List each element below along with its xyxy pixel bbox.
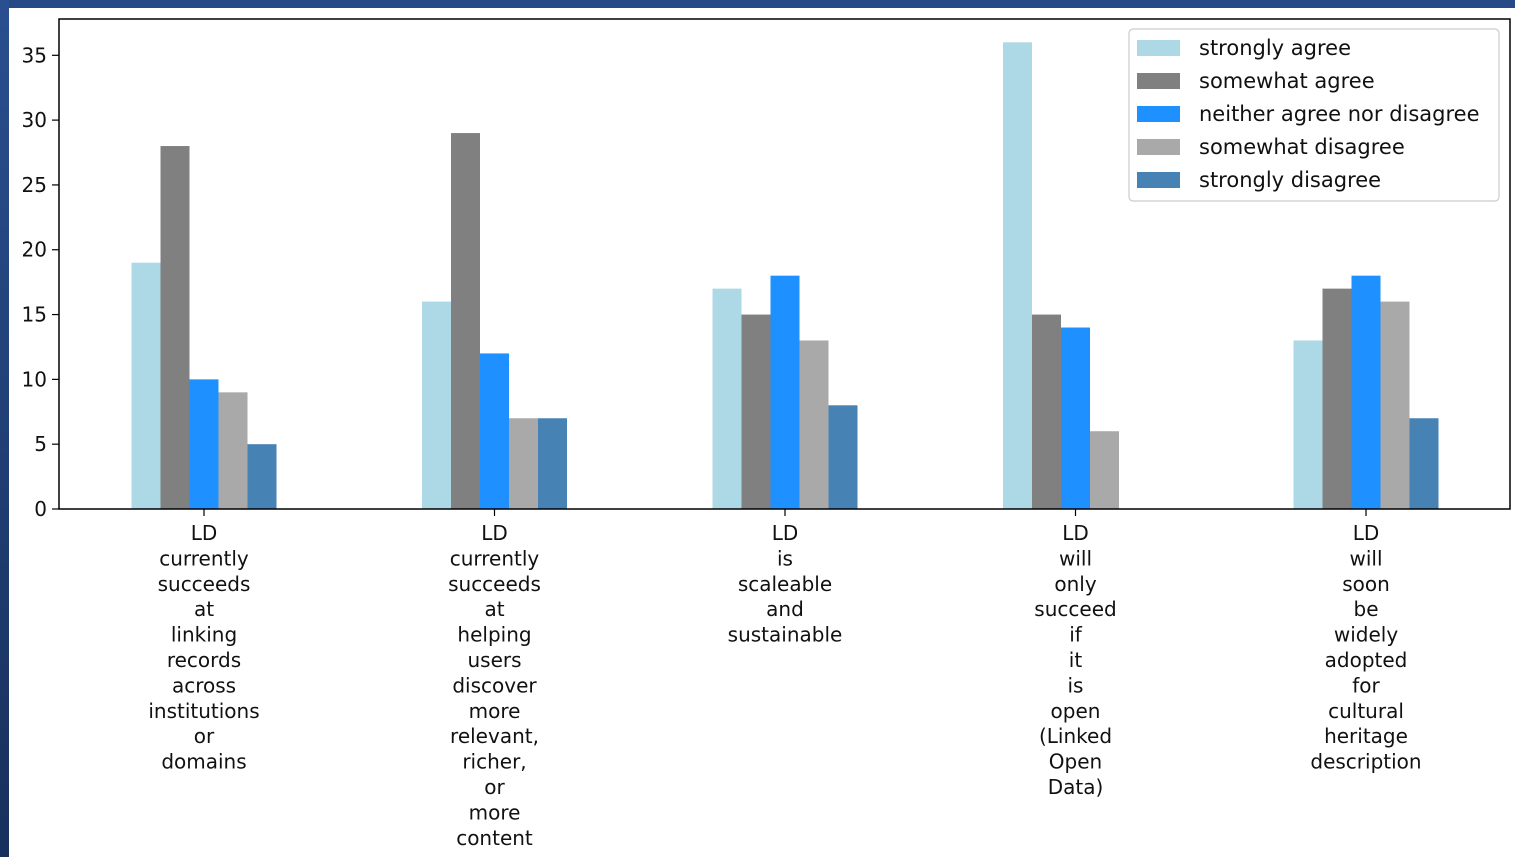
bar-3-somewhat-disagree [799,340,829,509]
bar-4-strongly-agree [1003,42,1032,509]
legend-swatch-neither-agree-nor-disagree [1137,106,1180,122]
bar-3-neither-agree-nor-disagree [770,275,800,509]
legend: strongly agree somewhat agree neither agre… [1128,28,1500,202]
bar-2-strongly-disagree [538,418,567,509]
x-category-label: LD will soon be widely adopted for cultural heri… [1310,521,1421,774]
legend-swatch-strongly-disagree [1137,172,1180,188]
bars-group [131,42,1439,510]
bar-5-somewhat-agree [1322,288,1352,509]
legend-label: strongly disagree [1199,168,1381,192]
y-tick-label: 35 [22,43,47,67]
y-tick-label: 20 [22,238,47,262]
bar-1-strongly-disagree [247,444,277,509]
bar-1-strongly-agree [131,262,161,509]
bar-5-strongly-agree [1293,340,1323,509]
bar-5-strongly-disagree [1409,418,1439,509]
x-category-label: LD currently succeeds at helping users discove… [448,521,541,850]
bar-chart: 0 5 10 15 20 25 30 35 LD currently succeeds at link… [22,18,1511,850]
y-tick-label: 10 [22,367,47,391]
y-tick-label: 30 [22,108,47,132]
legend-label: somewhat agree [1199,69,1375,93]
legend-label: strongly agree [1199,36,1351,60]
legend-swatch-somewhat-agree [1137,73,1180,89]
y-tick-label: 5 [34,432,47,456]
y-tick-label: 0 [34,497,47,521]
bar-1-somewhat-disagree [218,392,248,509]
bar-1-somewhat-agree [160,146,190,510]
plot-frame [58,18,1511,510]
legend-swatch-somewhat-disagree [1137,139,1180,155]
y-tick-label: 25 [22,173,47,197]
bar-1-neither-agree-nor-disagree [189,379,219,509]
bar-2-somewhat-agree [451,133,480,509]
bar-5-neither-agree-nor-disagree [1351,275,1381,509]
bar-2-strongly-agree [422,301,451,509]
x-axis: LD currently succeeds at linking records acros… [148,509,1422,850]
slide-frame-left [0,0,9,857]
legend-box [1128,28,1500,202]
legend-swatch-strongly-agree [1137,40,1180,56]
legend-label: neither agree nor disagree [1199,102,1480,126]
x-category-label: LD is scaleable and sustainable [728,521,843,647]
bar-3-somewhat-agree [741,314,771,509]
bar-2-neither-agree-nor-disagree [480,353,509,509]
bar-5-somewhat-disagree [1380,301,1410,509]
x-category-label: LD currently succeeds at linking records acros… [148,521,259,774]
legend-label: somewhat disagree [1199,135,1405,159]
x-category-label: LD will only succeed if it is open (Linked Open Da… [1034,521,1116,799]
bar-3-strongly-agree [712,288,742,509]
chart-canvas: 0 5 10 15 20 25 30 35 LD currently succeeds at link… [9,8,1515,857]
bar-3-strongly-disagree [828,405,858,509]
bar-4-somewhat-disagree [1090,431,1119,509]
y-axis: 0 5 10 15 20 25 30 35 [22,43,59,521]
bar-4-somewhat-agree [1032,314,1061,509]
y-tick-label: 15 [22,303,47,327]
bar-4-neither-agree-nor-disagree [1061,327,1090,509]
bar-2-somewhat-disagree [509,418,538,509]
slide-frame-top [0,0,1515,8]
